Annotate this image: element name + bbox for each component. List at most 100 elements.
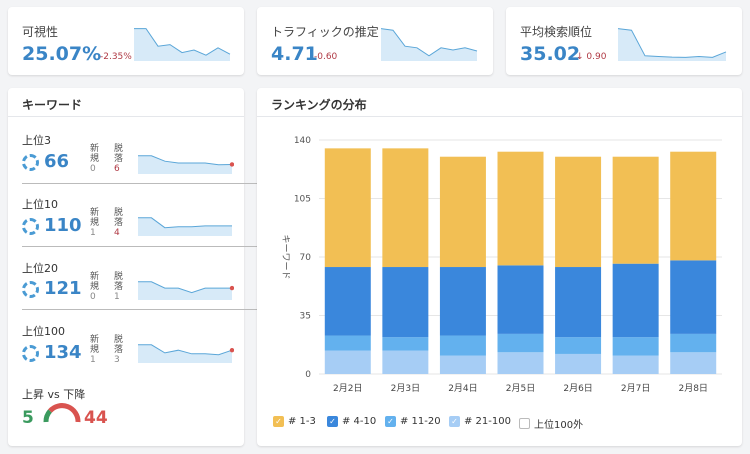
sparkline-area	[381, 28, 477, 61]
bar-segment[interactable]	[439, 355, 486, 374]
bar-segment[interactable]	[670, 333, 717, 353]
x-tick-label: 2月6日	[563, 383, 592, 394]
kw-lost: 脱落 3	[114, 335, 128, 365]
sparkline-area	[618, 28, 726, 61]
fall-count: 44	[84, 408, 108, 428]
bar-segment[interactable]	[555, 267, 602, 338]
kpi-card-visibility: 可視性 25.07% -2.35%	[8, 7, 244, 75]
bar-segment[interactable]	[497, 265, 544, 334]
sparkline-line	[380, 28, 478, 57]
sparkline-end-dot	[229, 285, 234, 291]
bar-segment[interactable]	[670, 352, 717, 374]
lost-count: 6	[114, 164, 120, 174]
sparkline-line	[138, 281, 232, 294]
progress-ring-icon	[22, 218, 39, 235]
divider	[22, 309, 258, 310]
x-tick-label: 2月4日	[448, 383, 477, 394]
bar-segment[interactable]	[382, 148, 429, 268]
checkbox-icon: ✓	[327, 416, 338, 427]
legend-item-1-3[interactable]: ✓ # 1-3	[273, 416, 316, 427]
bar-segment[interactable]	[670, 260, 717, 334]
keywords-card: キーワード 上位3 66 新規 0 脱落 6 上位10 110 新規 1 脱落 4 上位…	[8, 88, 258, 446]
new-count: 0	[90, 292, 96, 302]
new-label: 新規	[90, 272, 100, 292]
kpi-sparkline	[380, 28, 478, 61]
x-tick-label: 2月3日	[391, 383, 420, 394]
divider	[257, 116, 742, 117]
lost-count: 3	[114, 355, 120, 365]
lost-count: 4	[114, 228, 120, 238]
lost-label: 脱落	[114, 335, 124, 355]
kw-row-label: 上位3	[22, 134, 51, 147]
x-tick-label: 2月8日	[678, 383, 707, 394]
kpi-title: トラフィックの推定	[271, 25, 379, 39]
bar-segment[interactable]	[439, 267, 486, 336]
y-tick-label: 35	[300, 312, 311, 322]
divider	[22, 246, 258, 247]
new-count: 0	[90, 164, 96, 174]
sparkline-line	[134, 28, 231, 56]
bar-segment[interactable]	[439, 335, 486, 356]
legend-item-21-100[interactable]: ✓ # 21-100	[449, 416, 511, 427]
y-tick-label: 105	[294, 195, 311, 205]
kw-new: 新規 1	[90, 208, 104, 238]
sparkline-line	[138, 155, 233, 166]
sparkline-area	[138, 281, 232, 300]
x-tick-label: 2月2日	[333, 383, 362, 394]
legend-item-11-20[interactable]: ✓ # 11-20	[385, 416, 441, 427]
bar-segment[interactable]	[324, 267, 371, 336]
bar-segment[interactable]	[439, 156, 486, 268]
bar-segment[interactable]	[555, 337, 602, 354]
kw-row-label: 上位10	[22, 198, 58, 211]
new-label: 新規	[90, 144, 100, 164]
legend-label: # 1-3	[288, 416, 316, 427]
bar-segment[interactable]	[497, 352, 544, 374]
chart-title: ランキングの分布	[271, 98, 367, 112]
sparkline-end-dot	[229, 348, 234, 353]
x-tick-label: 2月5日	[506, 383, 535, 394]
kw-row-value: 121	[44, 278, 82, 299]
kpi-value: 4.71	[271, 43, 318, 65]
new-label: 新規	[90, 335, 100, 355]
new-count: 1	[90, 355, 96, 365]
bar-segment[interactable]	[324, 148, 371, 268]
kw-row-label: 上位100	[22, 325, 65, 338]
bar-segment[interactable]	[324, 350, 371, 374]
kpi-card-avg-rank: 平均検索順位 35.02 ↓ 0.90	[506, 7, 742, 75]
kpi-value: 35.02	[520, 43, 581, 65]
bar-segment[interactable]	[612, 263, 659, 338]
lost-count: 1	[114, 292, 120, 302]
checkbox-icon	[519, 418, 530, 429]
sparkline-area	[134, 28, 230, 61]
bar-segment[interactable]	[497, 151, 544, 266]
bar-segment[interactable]	[382, 350, 429, 374]
ranking-stacked-bar-chart: 0 35 70 105 140 キーワード 2月2日 2月3日 2月4日 2月5日 2月6日 2月7日…	[280, 136, 722, 394]
kpi-sparkline	[617, 28, 727, 61]
bar-segment[interactable]	[497, 333, 544, 353]
y-axis-label: キーワード	[280, 234, 290, 279]
checkbox-icon: ✓	[449, 416, 460, 427]
bar-segment[interactable]	[612, 156, 659, 264]
kw-row-value: 110	[44, 215, 82, 236]
legend-item-4-10[interactable]: ✓ # 4-10	[327, 416, 376, 427]
lost-label: 脱落	[114, 272, 124, 292]
progress-ring-icon	[22, 281, 39, 298]
bar-segment[interactable]	[555, 353, 602, 374]
sparkline-line	[138, 344, 233, 356]
bar-segment[interactable]	[612, 337, 659, 356]
bar-segment[interactable]	[612, 355, 659, 374]
y-tick-label: 0	[305, 370, 311, 380]
rise-vs-fall-title: 上昇 vs 下降	[22, 388, 86, 401]
legend-item-outside-100[interactable]: 上位100外	[519, 416, 583, 431]
kpi-card-traffic: トラフィックの推定 4.71 -0.60	[257, 7, 493, 75]
x-tick-label: 2月7日	[621, 383, 650, 394]
bar-segment[interactable]	[555, 156, 602, 268]
bar-segment[interactable]	[324, 335, 371, 351]
bar-segment[interactable]	[382, 267, 429, 338]
bar-segment[interactable]	[670, 151, 717, 261]
bar-segment[interactable]	[382, 337, 429, 351]
sparkline-area	[138, 344, 232, 363]
new-count: 1	[90, 228, 96, 238]
lost-label: 脱落	[114, 208, 124, 228]
sparkline-end-dot	[229, 162, 234, 167]
